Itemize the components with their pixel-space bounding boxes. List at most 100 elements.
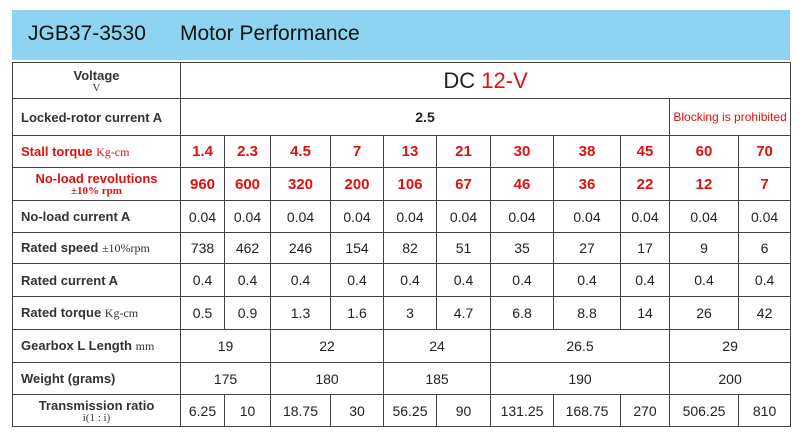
value-cell: 14 (620, 296, 670, 330)
value-cell: 17 (620, 232, 670, 264)
value-cell: 506.25 (669, 394, 739, 427)
value-cell: 462 (224, 232, 271, 264)
value-cell: 13 (383, 135, 437, 168)
table-row: No-load current A 0.04 0.04 0.04 0.04 0.04 0.0… (12, 200, 792, 233)
row-label: Gearbox L Length mm (12, 329, 181, 363)
value-cell: 56.25 (383, 394, 437, 427)
label-text: Weight (grams) (21, 371, 116, 386)
value-cell: 36 (553, 167, 621, 201)
value-cell: 0.04 (436, 200, 491, 233)
row-label: Rated torque Kg-cm (12, 296, 181, 330)
value-cell: 131.25 (490, 394, 554, 427)
value-cell: 0.4 (737, 263, 792, 297)
value-cell: 6 (737, 232, 792, 264)
value-cell: Blocking is prohibited (668, 98, 792, 136)
value-cell: 51 (436, 232, 491, 264)
label-text: Gearbox L Length (21, 338, 132, 353)
unit-text: mm (135, 339, 155, 353)
label-text: Rated speed (21, 240, 99, 255)
value-cell: 22 (270, 329, 384, 363)
table-row: Rated speed ±10%rpm 738 462 246 154 82 51 35 27 1… (12, 232, 792, 264)
value-cell: 960 (180, 167, 225, 201)
value-cell: 12 (669, 167, 739, 201)
table-row: Transmission ratio i(1 : i) 6.25 10 18.75 30 5… (12, 394, 792, 427)
value-cell: 0.4 (180, 263, 225, 297)
row-label: Weight (grams) (12, 362, 181, 395)
value-cell: 4.7 (436, 296, 491, 330)
value-cell: 8.8 (553, 296, 621, 330)
unit-text: i(1 : i) (82, 411, 111, 424)
value-cell: 10 (224, 394, 271, 427)
value-cell: 3 (383, 296, 437, 330)
table-row: Stall torque Kg-cm 1.4 2.3 4.5 7 13 21 30 38 45 60… (12, 135, 792, 168)
value-cell: 26.5 (490, 329, 670, 363)
value-cell: 27 (553, 232, 621, 264)
label-text: No-load current A (21, 209, 131, 224)
unit-text: ±10% rpm (71, 185, 122, 197)
value-cell: 7 (330, 135, 384, 168)
value-cell: 738 (180, 232, 225, 264)
value-cell: 200 (330, 167, 384, 201)
row-label: No-load current A (12, 200, 181, 233)
value-cell: 0.04 (669, 200, 739, 233)
row-label: Rated current A (12, 263, 181, 297)
table-row: Rated current A 0.4 0.4 0.4 0.4 0.4 0.4 0.4 0.4 0… (12, 263, 792, 297)
value-cell: 185 (383, 362, 491, 395)
value-cell: 45 (620, 135, 670, 168)
unit-text: ±10%rpm (101, 241, 150, 255)
value-cell: 0.04 (180, 200, 225, 233)
value-cell: 19 (180, 329, 271, 363)
value-cell: 6.8 (490, 296, 554, 330)
spec-table: Voltage V DC 12-V Locked-rotor current A 2.5… (12, 62, 792, 427)
label-text: Rated current A (21, 272, 119, 288)
value-cell: 0.9 (224, 296, 271, 330)
value-cell: 0.4 (553, 263, 621, 297)
header-bar: JGB37-3530 Motor Performance (12, 10, 790, 60)
row-label: Locked-rotor current A (12, 98, 181, 136)
label-text: Stall torque (21, 143, 93, 159)
label-text: Rated torque (21, 305, 102, 320)
value-cell: 0.4 (270, 263, 331, 297)
row-label: Rated speed ±10%rpm (12, 232, 181, 264)
value-cell: 90 (436, 394, 491, 427)
value-cell: 2.3 (224, 135, 271, 168)
value-cell: 0.4 (224, 263, 271, 297)
title: Motor Performance (180, 22, 360, 45)
value-cell: 0.04 (737, 200, 792, 233)
value-cell: 106 (383, 167, 437, 201)
value-cell: 42 (737, 296, 792, 330)
value-cell: 0.04 (330, 200, 384, 233)
value-cell: 30 (330, 394, 384, 427)
value-cell: 180 (270, 362, 384, 395)
row-label: Stall torque Kg-cm (12, 135, 181, 168)
value-cell: 7 (737, 167, 792, 201)
value-cell: 46 (490, 167, 554, 201)
value-cell: 30 (490, 135, 554, 168)
value-cell: 35 (490, 232, 554, 264)
value-cell: 190 (490, 362, 670, 395)
value-cell: 1.4 (180, 135, 225, 168)
value-cell: 168.75 (553, 394, 621, 427)
value-cell: 38 (553, 135, 621, 168)
value-cell: 810 (737, 394, 792, 427)
value-cell: 175 (180, 362, 271, 395)
table-row: Voltage V DC 12-V (12, 62, 792, 99)
label-text: No-load revolutions (35, 171, 158, 186)
value-cell: 600 (224, 167, 271, 201)
value-cell: 1.6 (330, 296, 384, 330)
value-cell: 4.5 (270, 135, 331, 168)
row-label: No-load revolutions ±10% rpm (12, 167, 181, 201)
value-cell: 0.04 (490, 200, 554, 233)
value-cell: 24 (383, 329, 491, 363)
value-cell: 18.75 (270, 394, 331, 427)
value-cell: 9 (669, 232, 739, 264)
label-text: Locked-rotor current A (21, 109, 163, 125)
voltage-cell: DC 12-V (179, 62, 792, 99)
voltage-prefix: DC (443, 67, 476, 93)
value-cell: 0.5 (180, 296, 225, 330)
value-cell: 0.04 (224, 200, 271, 233)
table-row: Gearbox L Length mm 19 22 24 26.5 29 (12, 329, 792, 363)
value-cell: 0.04 (383, 200, 437, 233)
voltage-value: 12-V (481, 67, 528, 93)
